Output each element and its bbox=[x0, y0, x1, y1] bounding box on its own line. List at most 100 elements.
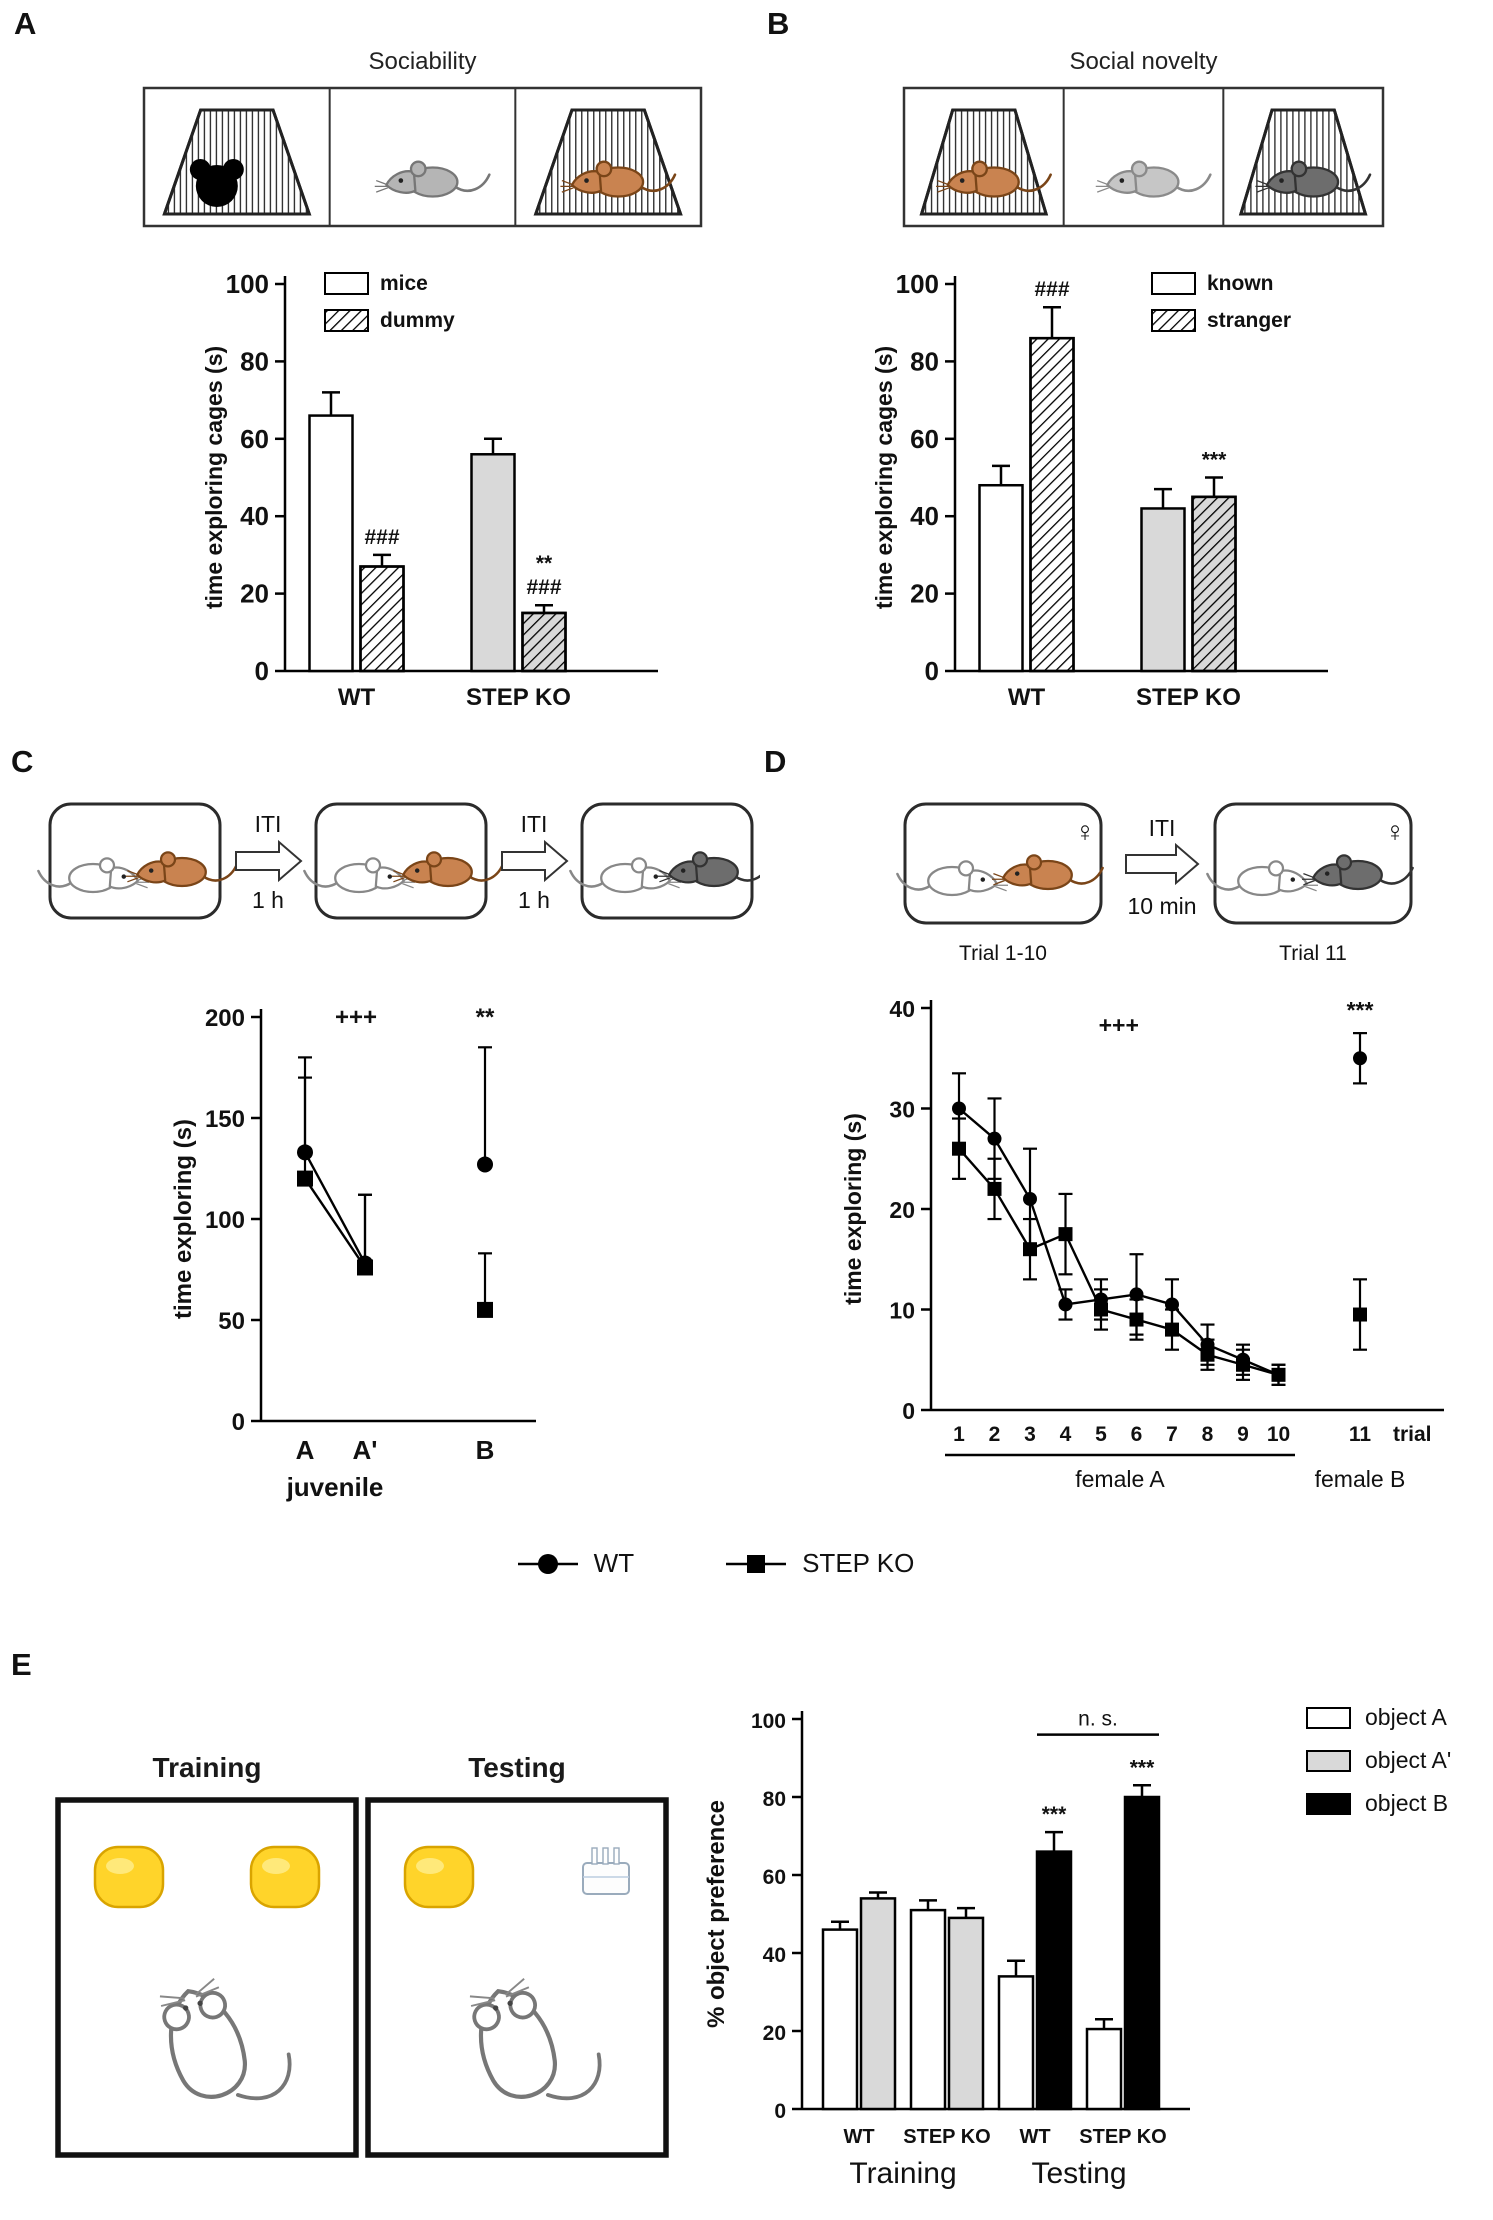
svg-text:female B: female B bbox=[1315, 1466, 1406, 1492]
svg-text:60: 60 bbox=[763, 1866, 786, 1889]
data-point bbox=[987, 1131, 1002, 1146]
testing-title: Testing bbox=[468, 1752, 566, 1783]
legend-swatch bbox=[324, 272, 369, 295]
data-point bbox=[1165, 1297, 1179, 1312]
bar bbox=[909, 1908, 947, 2111]
svg-text:###: ### bbox=[364, 526, 399, 549]
svg-text:###: ### bbox=[1034, 278, 1069, 301]
svg-text:Testing: Testing bbox=[1031, 2157, 1126, 2190]
data-point bbox=[1129, 1312, 1144, 1327]
circle-marker-icon bbox=[517, 1553, 578, 1574]
legend-label: WT bbox=[593, 1548, 635, 1578]
mouse-icon bbox=[126, 851, 238, 888]
arena-box bbox=[1213, 802, 1413, 925]
svg-text:WT: WT bbox=[1008, 684, 1046, 711]
svg-text:10: 10 bbox=[889, 1298, 915, 1324]
svg-text:9: 9 bbox=[1237, 1423, 1249, 1446]
svg-text:**: ** bbox=[476, 1004, 495, 1031]
data-point bbox=[477, 1156, 493, 1173]
svg-text:80: 80 bbox=[763, 1788, 786, 1811]
mouse-icon bbox=[569, 857, 681, 894]
data-point bbox=[987, 1181, 1002, 1196]
data-point bbox=[1353, 1307, 1367, 1322]
svg-text:***: *** bbox=[1202, 449, 1227, 472]
bar bbox=[1085, 2027, 1123, 2111]
svg-text:20: 20 bbox=[240, 579, 269, 609]
svg-text:40: 40 bbox=[889, 996, 915, 1022]
data-point bbox=[952, 1101, 966, 1116]
svg-text:0: 0 bbox=[902, 1398, 915, 1424]
trials-exploration-chart: 0 10 20 30 40 time exploring (s) 1 2 3 4 5 6 7 8 9 10 11… bbox=[840, 996, 1444, 1492]
legend-label: object B bbox=[1365, 1790, 1449, 1816]
svg-text:3: 3 bbox=[1024, 1423, 1036, 1446]
legend-swatch bbox=[1306, 1749, 1351, 1772]
mouse-icon bbox=[560, 160, 677, 198]
svg-text:WT: WT bbox=[843, 2126, 874, 2148]
svg-text:8: 8 bbox=[1202, 1423, 1214, 1446]
object-legend-item: object A bbox=[1306, 1704, 1451, 1731]
mouse-sketch-icon bbox=[159, 1978, 292, 2101]
object-a-icon bbox=[93, 1845, 165, 1909]
svg-text:Training: Training bbox=[849, 2157, 956, 2190]
svg-text:2: 2 bbox=[989, 1423, 1001, 1446]
bar bbox=[1123, 1795, 1161, 2111]
arrow-icon bbox=[1125, 842, 1200, 886]
series-line bbox=[304, 1177, 366, 1269]
svg-text:20: 20 bbox=[889, 1197, 915, 1223]
legend-label: STEP KO bbox=[802, 1548, 915, 1578]
svg-text:20: 20 bbox=[763, 2022, 786, 2045]
svg-text:trial: trial bbox=[1393, 1423, 1432, 1446]
mouse-icon bbox=[374, 160, 491, 198]
svg-text:dummy: dummy bbox=[380, 309, 455, 332]
svg-text:time exploring cages (s): time exploring cages (s) bbox=[871, 346, 897, 609]
svg-text:4: 4 bbox=[1060, 1423, 1072, 1446]
svg-text:WT: WT bbox=[338, 684, 376, 711]
legend-swatch bbox=[1306, 1706, 1351, 1729]
data-point bbox=[1353, 1051, 1367, 1066]
sociability-schematic bbox=[142, 86, 703, 228]
svg-text:7: 7 bbox=[1166, 1423, 1178, 1446]
mouse-icon bbox=[1095, 160, 1212, 198]
svg-text:ITI: ITI bbox=[1149, 815, 1176, 841]
svg-text:B: B bbox=[476, 1435, 495, 1465]
svg-text:100: 100 bbox=[226, 269, 269, 299]
svg-text:**: ** bbox=[536, 552, 553, 575]
dummy-mouse-icon bbox=[189, 159, 244, 207]
legend-item-stepko: STEP KO bbox=[724, 1548, 914, 1579]
object-legend: object A object A' object B bbox=[1306, 1704, 1451, 1817]
svg-text:WT: WT bbox=[1019, 2126, 1050, 2148]
svg-text:5: 5 bbox=[1095, 1423, 1107, 1446]
svg-text:STEP KO: STEP KO bbox=[1136, 684, 1241, 711]
svg-text:200: 200 bbox=[205, 1005, 245, 1032]
svg-text:0: 0 bbox=[232, 1409, 245, 1436]
data-point bbox=[1129, 1287, 1144, 1302]
mouse-icon bbox=[992, 854, 1104, 891]
mouse-icon bbox=[896, 860, 1008, 897]
series-legend: WT STEP KO bbox=[390, 1548, 1040, 1579]
svg-text:time exploring (s): time exploring (s) bbox=[170, 1119, 197, 1319]
svg-text:+++: +++ bbox=[335, 1004, 377, 1031]
panel-label-b: B bbox=[767, 6, 790, 41]
svg-text:juvenile: juvenile bbox=[286, 1472, 384, 1502]
arrow-icon bbox=[501, 839, 569, 883]
bar bbox=[997, 1975, 1035, 2111]
series-line bbox=[958, 1107, 1279, 1376]
svg-text:STEP KO: STEP KO bbox=[903, 2126, 990, 2148]
object-arena-schematic bbox=[55, 1797, 669, 2158]
legend-label: object A bbox=[1365, 1704, 1447, 1730]
svg-text:0: 0 bbox=[925, 656, 939, 686]
mouse-icon bbox=[1206, 860, 1318, 897]
data-point bbox=[297, 1144, 313, 1161]
svg-text:80: 80 bbox=[240, 346, 269, 376]
bar bbox=[470, 453, 516, 673]
data-point bbox=[1023, 1191, 1037, 1206]
svg-text:A': A' bbox=[353, 1435, 378, 1465]
svg-text:60: 60 bbox=[240, 424, 269, 454]
svg-text:40: 40 bbox=[240, 501, 269, 531]
svg-text:50: 50 bbox=[218, 1308, 245, 1335]
bar bbox=[1140, 507, 1186, 673]
svg-text:10 min: 10 min bbox=[1127, 893, 1196, 919]
mouse-icon bbox=[1255, 160, 1372, 198]
svg-text:A: A bbox=[296, 1435, 315, 1465]
